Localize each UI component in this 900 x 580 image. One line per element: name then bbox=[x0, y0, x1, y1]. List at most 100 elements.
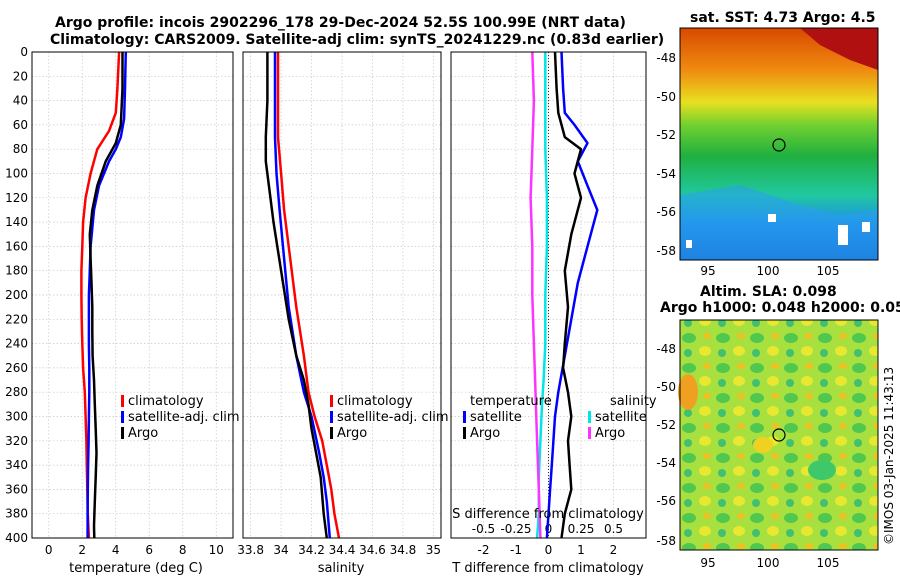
legend-label-climatology: climatology bbox=[128, 394, 204, 409]
sst-lon-tick: 105 bbox=[817, 264, 840, 278]
series-line-t-satellite bbox=[545, 51, 599, 539]
x-tick-label: 4 bbox=[112, 543, 120, 557]
depth-tick-label: 240 bbox=[5, 337, 28, 351]
sst-lat-tick: -58 bbox=[656, 244, 676, 258]
x-tick-label: 34.4 bbox=[329, 543, 356, 557]
sst-missing-1 bbox=[838, 225, 848, 245]
chart-title-line1: Argo profile: incois 2902296_178 29-Dec-… bbox=[55, 15, 626, 31]
difference-legend: temperature salinity satellite Argo sate… bbox=[463, 394, 657, 441]
sla-lat-tick: -54 bbox=[656, 456, 676, 470]
x-tick-label: 8 bbox=[179, 543, 187, 557]
legend-head-salinity: salinity bbox=[610, 394, 657, 409]
legend-swatch-t-satellite bbox=[463, 411, 466, 423]
legend-swatch-t-argo bbox=[463, 427, 466, 439]
sla-lat-tick: -50 bbox=[656, 380, 676, 394]
sst-map-title: sat. SST: 4.73 Argo: 4.5 bbox=[690, 10, 876, 26]
depth-tick-label: 320 bbox=[5, 434, 28, 448]
sst-lon-tick: 95 bbox=[700, 264, 715, 278]
sla-map: -48 -50 -52 -54 -56 -58 95 100 105 bbox=[656, 319, 879, 570]
depth-tick-label: 380 bbox=[5, 507, 28, 521]
sla-map-frame bbox=[679, 319, 879, 551]
sst-map-frame bbox=[679, 27, 879, 261]
plot-background bbox=[32, 52, 233, 538]
sst-argo-marker bbox=[772, 138, 786, 152]
sst-missing-4 bbox=[686, 240, 692, 248]
temperature-xlabel: temperature (deg C) bbox=[69, 561, 203, 576]
depth-tick-label: 180 bbox=[5, 264, 28, 278]
sla-map-title-2: Argo h1000: 0.048 h2000: 0.052 bbox=[660, 300, 900, 316]
depth-tick-label: 280 bbox=[5, 385, 28, 399]
legend-label-climatology: climatology bbox=[337, 394, 413, 409]
sla-argo-marker bbox=[772, 428, 786, 442]
x-tick-label: 0 bbox=[45, 543, 53, 557]
sla-map-field bbox=[680, 320, 878, 550]
x-tick-label: 2 bbox=[78, 543, 86, 557]
sla-lat-tick: -58 bbox=[656, 534, 676, 548]
depth-tick-label: 40 bbox=[13, 94, 28, 108]
chart-title-line2: Climatology: CARS2009. Satellite-adj cli… bbox=[50, 32, 665, 48]
sst-missing-2 bbox=[862, 222, 870, 232]
depth-tick-label: 0 bbox=[20, 45, 28, 59]
legend-label-argo: Argo bbox=[337, 426, 367, 441]
series-line-s-argo bbox=[529, 51, 542, 539]
legend-head-temperature: temperature bbox=[470, 394, 552, 409]
x-tick-label: -2 bbox=[478, 543, 490, 557]
sla-lat-tick: -48 bbox=[656, 342, 676, 356]
s-diff-tick-label: 0.25 bbox=[568, 522, 595, 536]
sst-map: -48 -50 -52 -54 -56 -58 95 100 105 bbox=[656, 27, 879, 278]
sst-lat-tick: -48 bbox=[656, 51, 676, 65]
legend-label-t-satellite: satellite bbox=[470, 410, 522, 425]
legend-label-satellite: satellite-adj. clim bbox=[128, 410, 240, 425]
plot-frame bbox=[450, 51, 647, 539]
legend-label-argo: Argo bbox=[128, 426, 158, 441]
series-line-satellite-adj-clim bbox=[86, 51, 128, 538]
series-line-argo bbox=[264, 52, 329, 539]
difference-panel: -2 -1 0 1 2-0.5 -0.25 0 0.25 0.5 bbox=[450, 51, 647, 557]
legend-swatch-satellite bbox=[121, 411, 124, 423]
x-tick-label: 35 bbox=[426, 543, 441, 557]
s-diff-tick-label: 0.5 bbox=[604, 522, 623, 536]
sla-high-2 bbox=[753, 437, 773, 453]
legend-swatch-argo bbox=[330, 427, 333, 439]
sla-lat-tick: -52 bbox=[656, 418, 676, 432]
x-tick-label: -1 bbox=[510, 543, 522, 557]
sla-lon-tick: 100 bbox=[757, 556, 780, 570]
salinity-panel: 33.8 34 34.2 34.4 34.6 34.8 35 bbox=[237, 51, 442, 557]
plot-frame bbox=[242, 51, 442, 539]
salinity-legend: climatology satellite-adj. clim Argo bbox=[330, 394, 449, 441]
sla-high-1 bbox=[678, 374, 698, 410]
difference-xlabel-top: S difference from climatology bbox=[452, 507, 644, 522]
legend-label-s-satellite: satellite bbox=[595, 410, 647, 425]
temperature-panel: 0204060801001201401601802002202402602803… bbox=[5, 45, 234, 557]
depth-tick-label: 160 bbox=[5, 239, 28, 253]
sst-cool-patch bbox=[680, 185, 878, 260]
salinity-xlabel: salinity bbox=[318, 561, 365, 576]
x-tick-label: 33.8 bbox=[237, 543, 264, 557]
legend-label-t-argo: Argo bbox=[470, 426, 500, 441]
series-line-t-argo bbox=[553, 51, 583, 539]
x-tick-label: 34 bbox=[273, 543, 288, 557]
depth-tick-label: 300 bbox=[5, 410, 28, 424]
depth-tick-label: 20 bbox=[13, 69, 28, 83]
legend-label-satellite: satellite-adj. clim bbox=[337, 410, 449, 425]
sla-map-title-1: Altim. SLA: 0.098 bbox=[700, 284, 837, 300]
x-tick-label: 34.2 bbox=[298, 543, 325, 557]
sst-lat-tick: -52 bbox=[656, 128, 676, 142]
sst-warm-patch bbox=[800, 28, 878, 70]
depth-tick-label: 200 bbox=[5, 288, 28, 302]
plot-frame bbox=[31, 51, 234, 539]
sst-lat-tick: -54 bbox=[656, 167, 676, 181]
sst-lon-tick: 100 bbox=[757, 264, 780, 278]
x-tick-label: 6 bbox=[145, 543, 153, 557]
depth-tick-label: 60 bbox=[13, 118, 28, 132]
sla-lat-tick: -56 bbox=[656, 494, 676, 508]
x-tick-label: 34.6 bbox=[359, 543, 386, 557]
depth-tick-label: 220 bbox=[5, 312, 28, 326]
legend-swatch-s-argo bbox=[588, 427, 591, 439]
depth-tick-label: 340 bbox=[5, 458, 28, 472]
difference-xlabel: T difference from climatology bbox=[451, 561, 644, 576]
s-diff-tick-label: -0.25 bbox=[500, 522, 531, 536]
x-tick-label: 10 bbox=[209, 543, 224, 557]
depth-tick-label: 120 bbox=[5, 191, 28, 205]
